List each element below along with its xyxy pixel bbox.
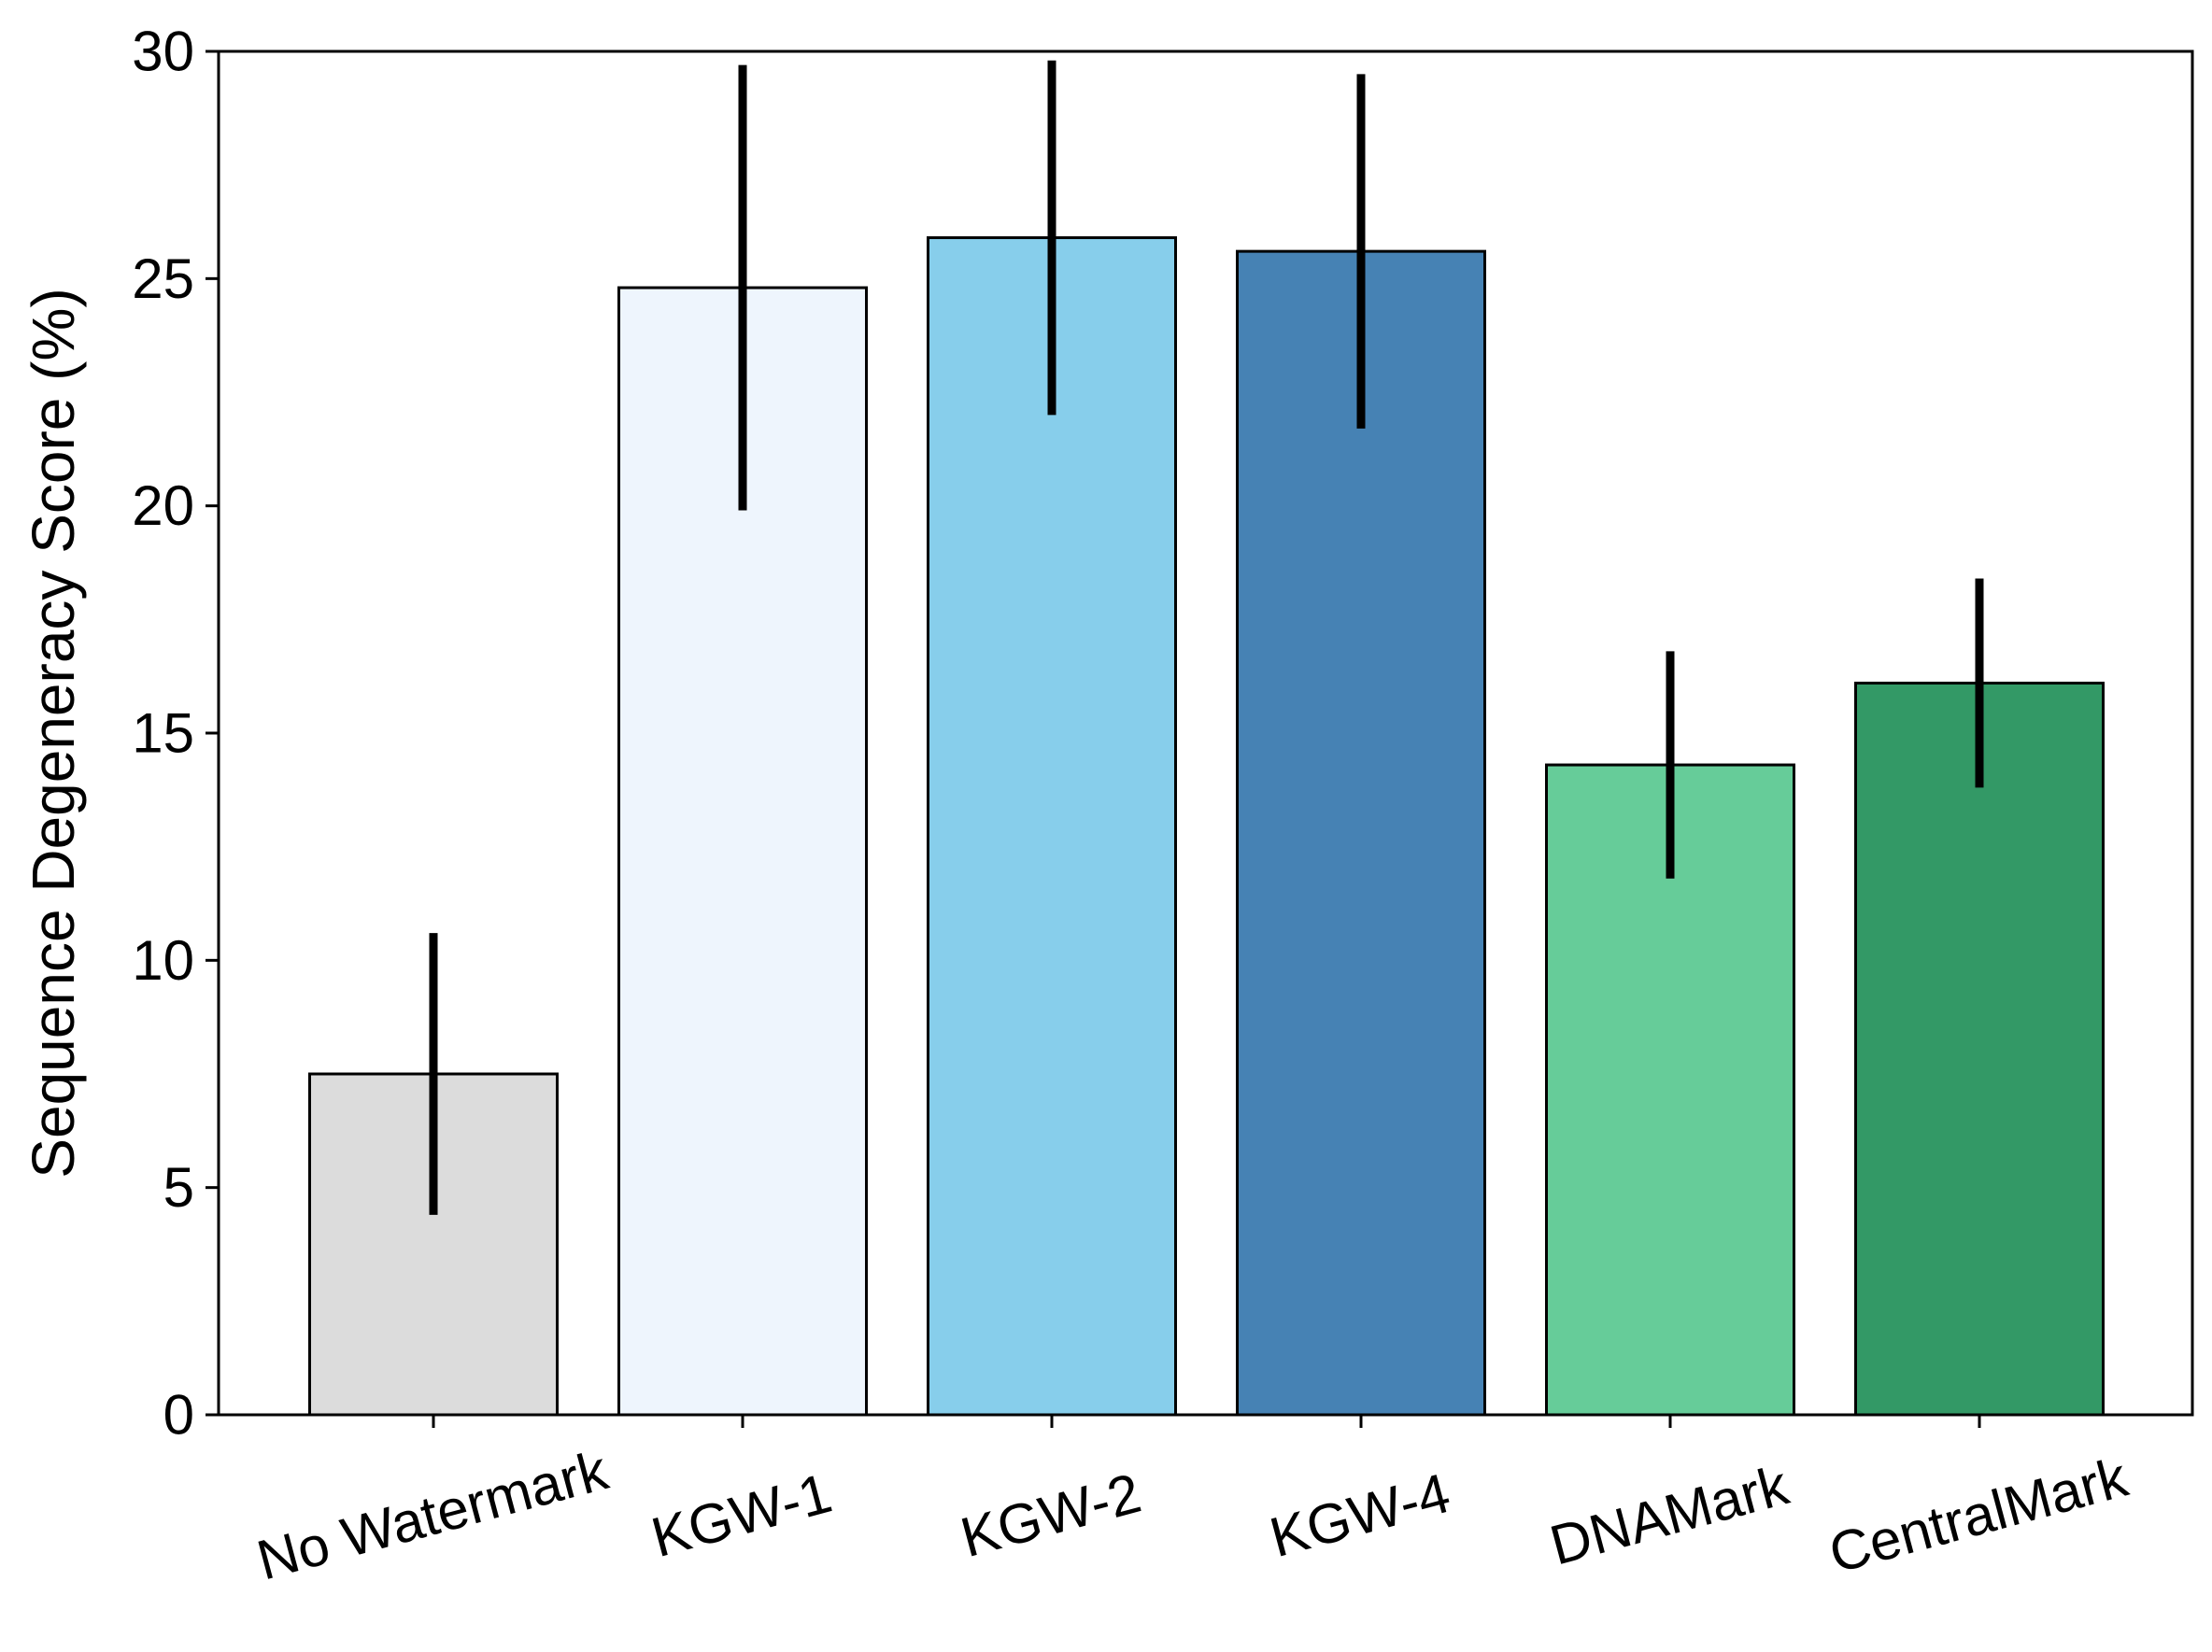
y-tick-label-20: 20	[132, 474, 194, 537]
y-tick-label-25: 25	[132, 247, 194, 310]
y-tick-label-5: 5	[163, 1156, 194, 1219]
y-tick-label-15: 15	[132, 702, 194, 765]
y-tick-label-30: 30	[132, 21, 194, 83]
x-tick-label-kgw-1: KGW-1	[645, 1461, 838, 1569]
x-tick-label-kgw-2: KGW-2	[955, 1461, 1147, 1569]
y-tick-label-10: 10	[132, 929, 194, 992]
bars-layer	[308, 236, 2105, 1417]
x-tick-label-kgw-4: KGW-4	[1264, 1461, 1456, 1569]
x-tick-label-no-watermark: No Watermark	[250, 1438, 615, 1591]
x-axis: No Watermark KGW-1 KGW-2 KGW-4 DNAMark Centra…	[250, 1415, 2134, 1592]
x-tick-label-dnamark: DNAMark	[1544, 1453, 1795, 1576]
y-axis-title: Sequence Degeneracy Score (%)	[20, 288, 87, 1178]
x-tick-label-centralmark: CentralMark	[1822, 1446, 2134, 1586]
y-axis: 0 5 10 15 20 25 30	[132, 21, 219, 1447]
bar-centralmark	[1854, 681, 2105, 1417]
error-bars-layer	[429, 60, 1984, 1215]
bar-kgw-4	[1236, 249, 1486, 1417]
y-tick-label-0: 0	[163, 1384, 194, 1447]
